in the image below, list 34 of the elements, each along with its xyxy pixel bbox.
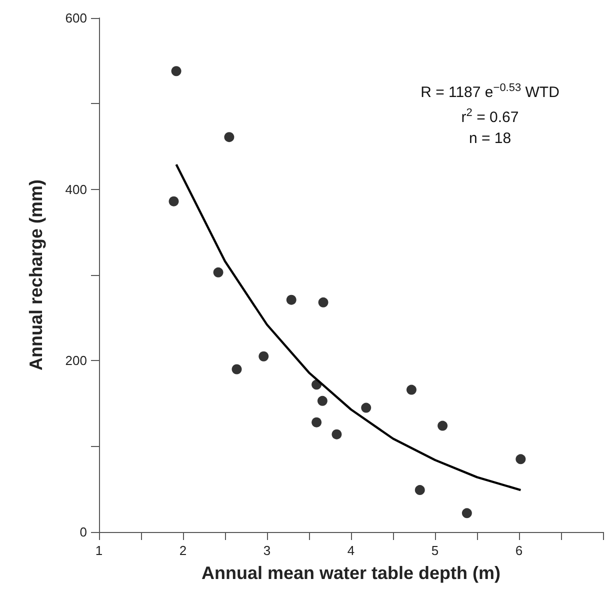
y-tick-label: 200	[65, 353, 87, 368]
point	[516, 454, 526, 464]
annotation: R = 1187 e$^{−0.53}$ WTD	[420, 81, 560, 103]
line-series	[175, 163, 522, 492]
point	[171, 66, 182, 76]
point	[286, 294, 296, 305]
y-axis-title: Annual recharge (mm)	[26, 179, 46, 371]
x-tick-label: 2	[179, 543, 187, 558]
annotation: n = 18	[468, 129, 512, 149]
point	[406, 384, 416, 395]
point	[332, 429, 342, 440]
point	[258, 351, 269, 362]
x-axis-title: Annual mean water table depth (m)	[201, 563, 501, 583]
x-tick-label: 5	[431, 543, 439, 558]
point	[361, 402, 372, 413]
x-tick-label: 4	[347, 543, 355, 558]
point	[438, 420, 448, 431]
y-tick-label: 0	[80, 524, 87, 540]
point	[462, 508, 472, 518]
point	[168, 196, 179, 206]
point	[213, 267, 224, 278]
x-tick-label: 6	[515, 543, 523, 558]
point	[317, 396, 328, 406]
point	[312, 417, 322, 428]
point	[312, 380, 322, 390]
x-tick-label: 1	[95, 543, 103, 558]
point	[318, 297, 328, 308]
point	[232, 364, 242, 374]
y-tick-label: 600	[65, 10, 87, 26]
point	[224, 132, 234, 142]
annotation: r$^{2}$ = 0.67	[460, 106, 520, 128]
y-tick-label: 400	[65, 182, 87, 197]
x-tick-label: 3	[263, 543, 271, 558]
point	[414, 485, 425, 496]
